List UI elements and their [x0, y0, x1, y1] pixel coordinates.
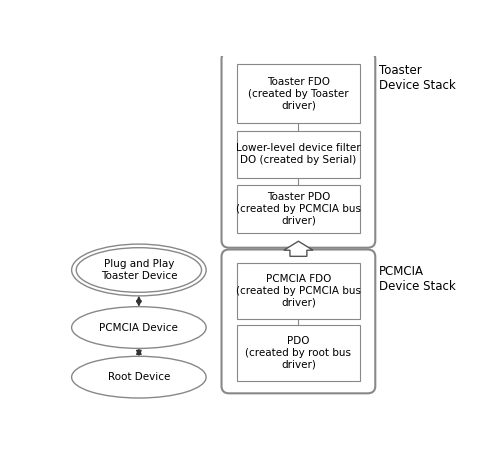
FancyBboxPatch shape	[222, 52, 375, 248]
Ellipse shape	[71, 244, 206, 296]
FancyBboxPatch shape	[222, 249, 375, 393]
Ellipse shape	[71, 307, 206, 348]
Text: Toaster
Device Stack: Toaster Device Stack	[379, 64, 456, 92]
Text: Plug and Play
Toaster Device: Plug and Play Toaster Device	[101, 259, 177, 281]
Text: PCMCIA
Device Stack: PCMCIA Device Stack	[379, 265, 456, 293]
Text: PCMCIA Device: PCMCIA Device	[99, 323, 179, 333]
FancyBboxPatch shape	[237, 325, 360, 381]
Text: PCMCIA FDO
(created by PCMCIA bus
driver): PCMCIA FDO (created by PCMCIA bus driver…	[236, 274, 361, 307]
FancyBboxPatch shape	[237, 185, 360, 234]
FancyBboxPatch shape	[237, 131, 360, 177]
FancyBboxPatch shape	[237, 263, 360, 318]
Ellipse shape	[76, 248, 201, 292]
Text: PDO
(created by root bus
driver): PDO (created by root bus driver)	[246, 336, 351, 369]
Text: Toaster FDO
(created by Toaster
driver): Toaster FDO (created by Toaster driver)	[248, 77, 349, 110]
Text: Lower-level device filter
DO (created by Serial): Lower-level device filter DO (created by…	[236, 143, 361, 165]
Polygon shape	[284, 241, 313, 256]
Ellipse shape	[71, 356, 206, 398]
FancyBboxPatch shape	[237, 64, 360, 123]
Text: Root Device: Root Device	[108, 372, 170, 382]
Text: Toaster PDO
(created by PCMCIA bus
driver): Toaster PDO (created by PCMCIA bus drive…	[236, 192, 361, 226]
